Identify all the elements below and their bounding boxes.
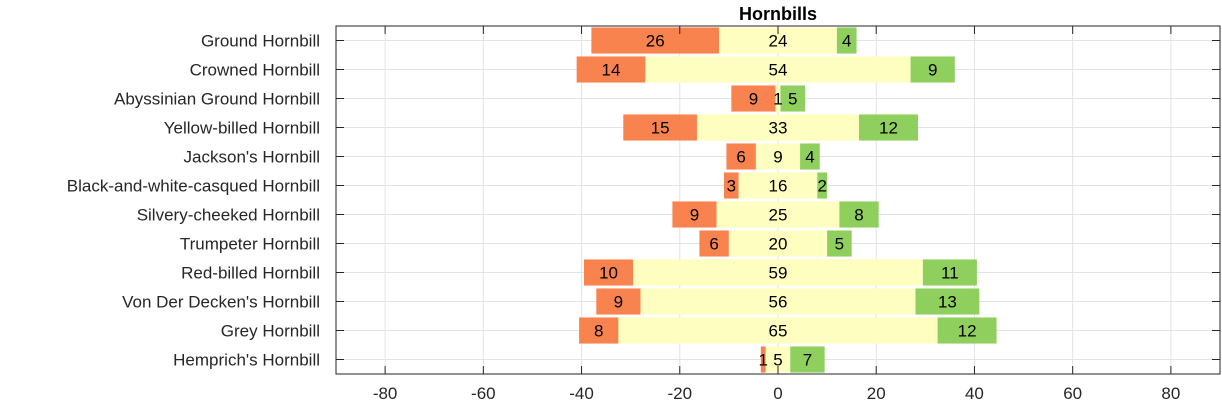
category-label: Ground Hornbill: [201, 32, 320, 51]
bar-segment-left: [726, 143, 756, 170]
data-label-middle: 16: [769, 177, 788, 196]
bar-segment-left: [672, 201, 717, 228]
category-label: Hemprich's Hornbill: [173, 351, 320, 370]
data-label-right: 12: [958, 322, 977, 341]
bar-segment-right: [859, 114, 918, 141]
data-label-right: 7: [803, 351, 812, 370]
bar-segment-left: [584, 259, 634, 286]
data-label-middle: 65: [769, 322, 788, 341]
category-label: Grey Hornbill: [221, 322, 320, 341]
data-label-left: 3: [727, 177, 736, 196]
bar-segment-left: [596, 288, 641, 315]
x-tick-label: 20: [867, 384, 886, 403]
x-tick-label: 80: [1161, 384, 1180, 403]
data-label-right: 5: [835, 235, 844, 254]
bar-segment-right: [915, 288, 980, 315]
data-label-middle: 25: [769, 206, 788, 225]
bar-segment-middle: [728, 230, 828, 257]
data-label-right: 2: [817, 177, 826, 196]
bar-segment-left: [760, 346, 766, 373]
data-label-right: 4: [805, 148, 814, 167]
category-label: Trumpeter Hornbill: [180, 235, 320, 254]
plot-frame: [335, 25, 1221, 375]
data-label-right: 8: [854, 206, 863, 225]
category-label: Abyssinian Ground Hornbill: [114, 90, 320, 109]
bar-segment-middle: [618, 317, 938, 344]
data-labels: 26 24 414 54 99 1 515 33 126 9 43 16 29 25 86 20 510 59 11…: [594, 32, 977, 370]
bar-segment-middle: [738, 172, 818, 199]
category-label: Silvery-cheeked Hornbill: [137, 206, 320, 225]
data-label-left: 10: [599, 264, 618, 283]
bar-segment-left: [623, 114, 697, 141]
chart-title: Hornbills: [739, 4, 817, 24]
data-label-middle: 9: [773, 148, 782, 167]
category-label: Jackson's Hornbill: [184, 148, 320, 167]
bar-segment-left: [579, 317, 619, 344]
category-label: Red-billed Hornbill: [181, 264, 320, 283]
bar-segment-middle: [775, 85, 781, 112]
data-label-middle: 5: [773, 351, 782, 370]
bar-segment-right: [937, 317, 997, 344]
data-label-left: 6: [736, 148, 745, 167]
data-label-middle: 54: [769, 61, 788, 80]
bar-segment-right: [817, 172, 828, 199]
bar-segment-middle: [633, 259, 923, 286]
category-label: Yellow-billed Hornbill: [164, 119, 320, 138]
data-label-right: 5: [788, 90, 797, 109]
data-label-right: 9: [928, 61, 937, 80]
data-label-left: 9: [690, 206, 699, 225]
data-label-right: 12: [879, 119, 898, 138]
x-tick-label: -60: [471, 384, 496, 403]
bars: [576, 27, 997, 373]
data-label-right: 13: [938, 293, 957, 312]
bar-segment-left: [576, 56, 646, 83]
bar-segment-right: [910, 56, 955, 83]
data-label-middle: 24: [769, 32, 788, 51]
data-label-left: 8: [594, 322, 603, 341]
bar-segment-middle: [755, 143, 801, 170]
bar-segment-middle: [696, 114, 860, 141]
bar-segment-left: [699, 230, 729, 257]
bar-segment-right: [790, 346, 825, 373]
bar-segment-middle: [645, 56, 911, 83]
bar-segment-right: [922, 259, 977, 286]
x-tick-label: -80: [373, 384, 398, 403]
data-label-left: 9: [749, 90, 758, 109]
data-label-right: 11: [941, 264, 959, 283]
x-tick-label: -20: [667, 384, 692, 403]
data-label-left: 9: [614, 293, 623, 312]
data-label-left: 1: [759, 351, 768, 370]
category-label: Von Der Decken's Hornbill: [122, 293, 320, 312]
category-label: Crowned Hornbill: [190, 61, 320, 80]
bar-segment-left: [731, 85, 776, 112]
category-label: Black-and-white-casqued Hornbill: [67, 177, 320, 196]
bar-segment-right: [800, 143, 820, 170]
bar-segment-middle: [640, 288, 916, 315]
data-label-middle: 1: [773, 90, 782, 109]
bar-segment-middle: [716, 201, 840, 228]
x-tick-label: 40: [965, 384, 984, 403]
x-tick-label: 60: [1063, 384, 1082, 403]
bar-segment-right: [780, 85, 806, 112]
data-label-middle: 33: [769, 119, 788, 138]
data-label-left: 15: [651, 119, 670, 138]
data-label-left: 14: [602, 61, 621, 80]
x-tick-label: 0: [773, 384, 782, 403]
bar-segment-left: [723, 172, 739, 199]
bar-segment-left: [591, 27, 720, 54]
data-label-left: 6: [709, 235, 718, 254]
bar-segment-right: [836, 27, 857, 54]
category-labels: Ground Hornbill Crowned Hornbill Abyssinia…: [67, 32, 320, 370]
data-label-right: 4: [842, 32, 851, 51]
bar-segment-right: [827, 230, 852, 257]
x-tick-label: -40: [569, 384, 594, 403]
data-label-middle: 56: [769, 293, 788, 312]
data-label-middle: 20: [769, 235, 788, 254]
x-tick-labels: -80 -60 -40 -20 0 20 40 60 80: [373, 384, 1181, 403]
axis-ticks: [336, 26, 1220, 374]
data-label-left: 26: [646, 32, 665, 51]
data-label-middle: 59: [769, 264, 788, 283]
bar-segment-right: [839, 201, 879, 228]
